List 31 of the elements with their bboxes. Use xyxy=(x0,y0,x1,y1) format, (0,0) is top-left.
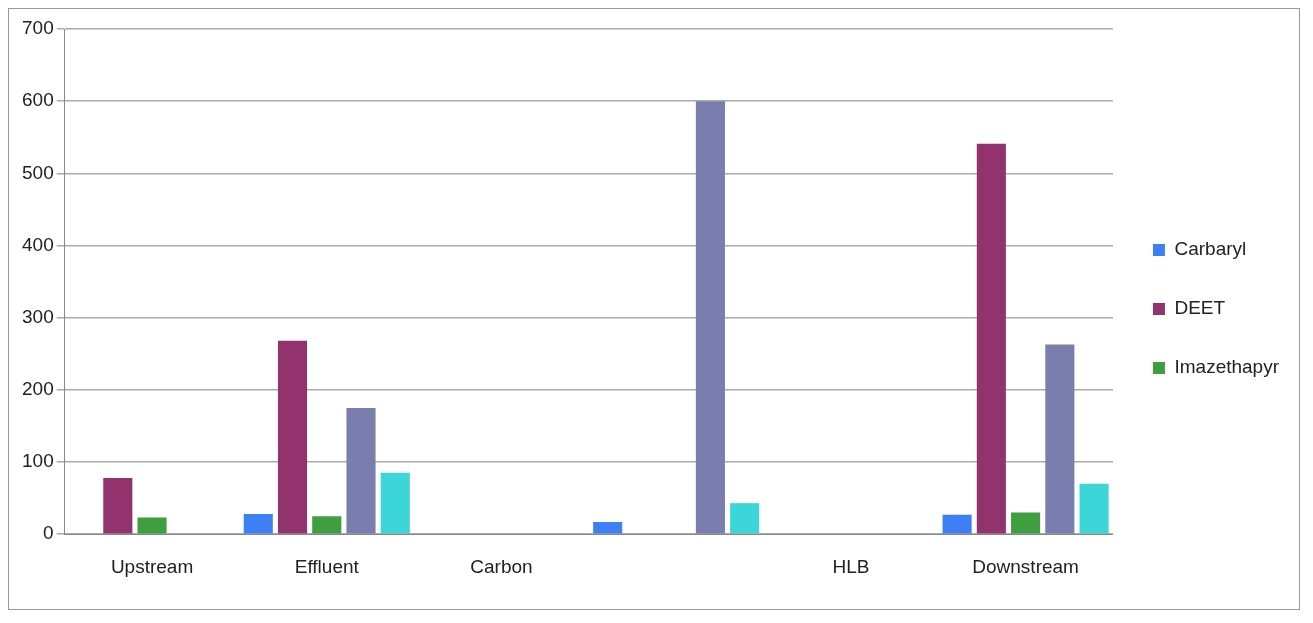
bar xyxy=(277,340,308,534)
y-tick-label: 100 xyxy=(22,450,54,472)
y-tick-label: 0 xyxy=(43,522,54,544)
bar xyxy=(1045,344,1075,534)
bar xyxy=(1011,512,1041,534)
bar xyxy=(1079,483,1109,534)
y-tick-label: 600 xyxy=(22,89,54,111)
y-tick-label: 500 xyxy=(22,161,54,183)
bar xyxy=(312,516,342,534)
bar xyxy=(137,517,167,534)
x-tick-label: HLB xyxy=(832,555,870,577)
bar xyxy=(243,513,273,534)
bar xyxy=(380,472,410,534)
legend-label: Carbaryl xyxy=(1174,238,1247,260)
x-tick-label: Upstream xyxy=(110,555,194,577)
x-tick-label: Downstream xyxy=(972,555,1079,577)
x-tick-label: Carbon xyxy=(470,555,533,577)
bar xyxy=(346,407,376,534)
bar xyxy=(730,503,760,534)
legend-label: Imazethapyr xyxy=(1174,356,1280,378)
bar xyxy=(103,477,133,534)
x-tick-label: Effluent xyxy=(294,555,360,577)
y-tick-label: 400 xyxy=(22,233,54,255)
bar xyxy=(695,101,725,534)
bar xyxy=(976,143,1006,534)
y-tick-label: 700 xyxy=(22,17,54,39)
legend-label: DEET xyxy=(1174,297,1226,319)
bar xyxy=(593,521,623,534)
y-tick-label: 200 xyxy=(22,378,54,400)
y-tick-label: 300 xyxy=(22,305,54,327)
bar xyxy=(942,514,972,534)
